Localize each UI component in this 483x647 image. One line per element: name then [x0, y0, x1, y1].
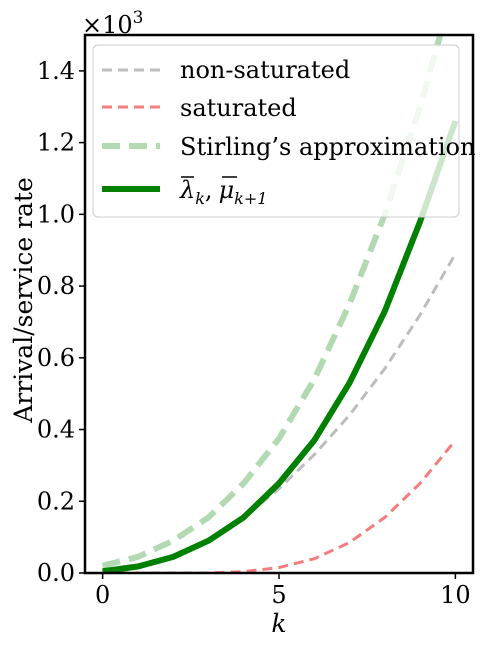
- series-line-0: [102, 253, 457, 573]
- x-tick-label: 5: [271, 581, 286, 609]
- x-tick-label: 0: [95, 581, 110, 609]
- series-line-3: [102, 120, 459, 573]
- series-line-2: [101, 35, 444, 569]
- series-layer: [101, 35, 459, 573]
- y-tick-label: 1.2: [37, 129, 75, 157]
- legend-label-saturated: saturated: [180, 94, 297, 122]
- legend-label-lambda-mu: λk, μk+1: [179, 176, 267, 208]
- y-tick-label: 1.4: [37, 57, 75, 85]
- legend-label-non-saturated: non-saturated: [180, 56, 350, 84]
- legend-separator: ,: [205, 176, 213, 204]
- y-tick-label: 0.8: [37, 272, 75, 300]
- x-axis-title: k: [271, 609, 286, 638]
- legend-box: [92, 44, 460, 218]
- y-tick-label: 0.0: [37, 559, 75, 587]
- legend-label-stirling: Stirling’s approximation: [180, 133, 475, 161]
- x-tick-label: 10: [440, 581, 471, 609]
- y-tick-label: 1.0: [37, 200, 75, 228]
- y-tick-label: 0.4: [37, 416, 75, 444]
- y-axis-ticks: 0.0 0.2 0.4 0.6 0.8 1.0 1.2 1.4: [37, 57, 85, 587]
- legend: non-saturated saturated Stirling’s appro…: [92, 44, 475, 218]
- plot-frame: [83, 33, 475, 575]
- legend-lambda-subscript: k: [195, 189, 205, 208]
- y-axis-title: Arrival/service rate: [9, 177, 38, 424]
- legend-mu-symbol: μ: [219, 176, 235, 204]
- y-multiplier-exponent: 3: [133, 8, 144, 28]
- x-axis-ticks: 0 5 10: [95, 573, 471, 609]
- y-tick-label: 0.2: [37, 487, 75, 515]
- legend-mu-subscript: k+1: [234, 189, 267, 208]
- legend-lambda-symbol: λ: [179, 176, 195, 204]
- series-line-1: [102, 439, 457, 573]
- y-tick-label: 0.6: [37, 344, 75, 372]
